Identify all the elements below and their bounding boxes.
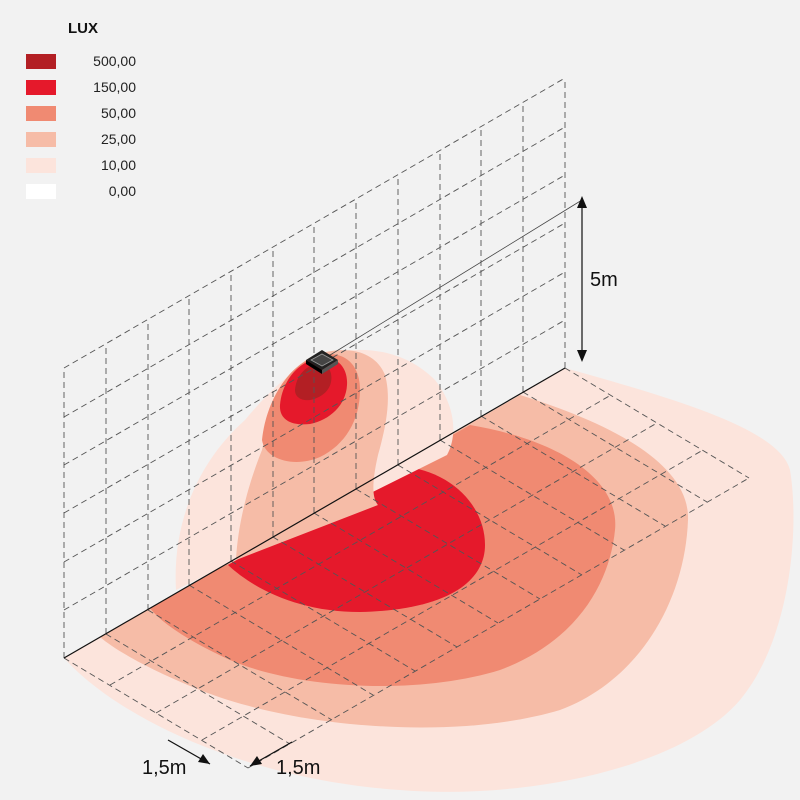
wall-floor-edge [63, 367, 566, 659]
lux-legend: LUX 500,00 150,00 50,00 25,00 10,00 0,00 [26, 20, 146, 204]
legend-swatch [26, 79, 56, 95]
legend-label: 0,00 [108, 183, 136, 199]
legend-item-0: 0,00 [26, 178, 146, 204]
floor-contour-150 [228, 466, 485, 612]
wall-light-icon [306, 350, 338, 374]
legend-item-150: 150,00 [26, 74, 146, 100]
legend-swatch [26, 131, 56, 147]
legend-label: 50,00 [100, 105, 136, 121]
legend-item-10: 10,00 [26, 152, 146, 178]
floor-grid [63, 367, 750, 769]
legend-item-25: 25,00 [26, 126, 146, 152]
wall-contours [175, 349, 454, 590]
legend-item-50: 50,00 [26, 100, 146, 126]
legend-label: 10,00 [100, 157, 136, 173]
spacing-a-label: 1,5m [142, 757, 186, 779]
legend-label: 25,00 [100, 131, 136, 147]
legend-label: 150,00 [93, 79, 136, 95]
legend-title: LUX [68, 20, 98, 37]
height-label: 5m [590, 269, 618, 291]
wall-grid [63, 77, 566, 658]
legend-swatch [26, 105, 56, 121]
legend-swatch [26, 53, 56, 69]
legend-item-500: 500,00 [26, 48, 146, 74]
spacing-b-label: 1,5m [276, 757, 320, 779]
spacing-dimension-a: 1,5m [142, 739, 211, 779]
legend-swatch [26, 183, 56, 199]
spacing-dimension-b: 1,5m [249, 741, 320, 779]
legend-swatch [26, 157, 56, 173]
mounting-height-line [321, 199, 583, 361]
height-dimension: 5m [577, 196, 618, 362]
legend-label: 500,00 [93, 53, 136, 69]
